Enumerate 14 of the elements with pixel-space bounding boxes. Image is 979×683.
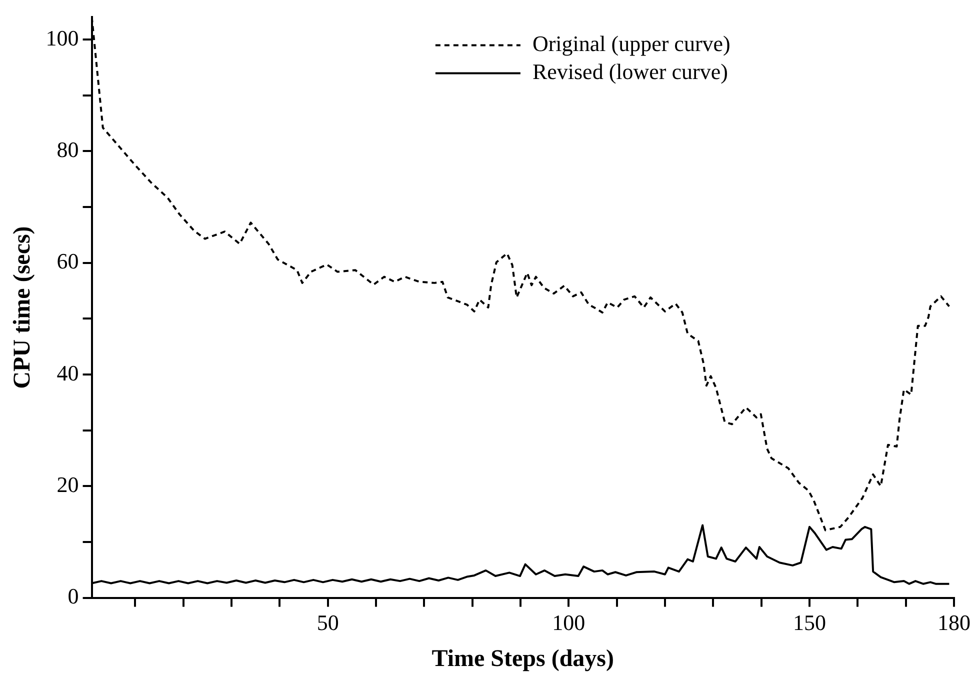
- y-tick-label: 20: [56, 472, 79, 497]
- x-tick-label: 150: [792, 610, 826, 635]
- x-tick-label: 100: [552, 610, 586, 635]
- y-tick-label: 60: [56, 248, 79, 274]
- y-tick-label: 80: [56, 136, 79, 162]
- legend-label: Original (upper curve): [532, 30, 730, 56]
- y-axis-title: CPU time (secs): [10, 226, 36, 389]
- y-tick-label: 100: [46, 25, 79, 50]
- x-tick-label: 180: [938, 610, 970, 635]
- x-tick-label: 50: [316, 610, 339, 635]
- y-tick-label: 40: [56, 360, 79, 386]
- y-tick-label: 0: [68, 584, 79, 609]
- x-axis-title: Time Steps (days): [432, 646, 614, 672]
- legend-label: Revised (lower curve): [532, 58, 728, 84]
